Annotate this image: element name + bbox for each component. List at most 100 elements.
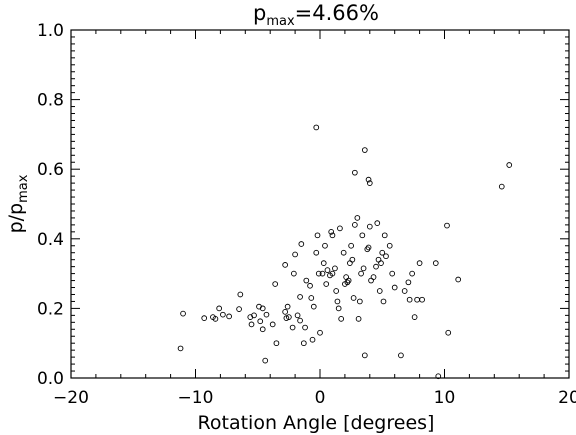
data-point (303, 277, 310, 284)
data-point (366, 223, 373, 230)
data-point (381, 232, 388, 239)
y-axis: 0.0 0.2 0.4 0.6 0.8 1.0 (37, 21, 569, 389)
x-tick-label: 0 (315, 388, 326, 408)
data-point (329, 270, 336, 277)
data-point (332, 265, 338, 272)
data-point (294, 312, 301, 319)
data-point (378, 260, 384, 267)
data-point (313, 249, 320, 256)
y-tick-label: 1.0 (37, 21, 64, 41)
data-point (435, 373, 442, 380)
data-point (226, 313, 232, 320)
data-point (506, 162, 513, 168)
data-point (269, 321, 276, 328)
data-point (272, 281, 279, 287)
data-point (401, 288, 408, 294)
data-point (361, 147, 368, 153)
data-point (376, 288, 383, 294)
data-point (335, 305, 342, 312)
data-point (350, 295, 357, 301)
data-point (444, 222, 450, 229)
data-point (342, 281, 348, 287)
x-tick-label: −10 (178, 388, 214, 408)
data-point (352, 222, 358, 228)
data-point (455, 276, 462, 283)
data-point (406, 296, 413, 303)
data-point (333, 288, 340, 294)
data-point (282, 309, 288, 315)
data-point (251, 312, 257, 319)
data-point (365, 244, 372, 251)
data-point (320, 260, 327, 267)
data-point (338, 315, 345, 322)
data-point (297, 294, 303, 300)
y-axis-title: p/pmax (5, 174, 31, 233)
data-point (322, 242, 328, 249)
plot-area (70, 29, 570, 379)
data-point (177, 345, 184, 352)
data-point (313, 124, 320, 131)
data-point (383, 253, 389, 260)
data-point (354, 215, 361, 221)
data-point (220, 311, 226, 318)
x-tick-label: −20 (53, 388, 89, 408)
data-point (386, 242, 393, 249)
data-point (263, 311, 270, 318)
data-point (348, 242, 354, 249)
data-point (257, 318, 264, 325)
data-point (248, 321, 255, 328)
data-point (352, 169, 358, 176)
data-point (409, 270, 415, 277)
data-points (177, 124, 513, 380)
data-point (365, 176, 372, 183)
data-point (328, 228, 335, 235)
y-tick-label: 0.4 (37, 230, 64, 250)
data-point (212, 315, 219, 322)
data-point (445, 329, 452, 336)
data-point (315, 270, 322, 277)
data-point (273, 340, 280, 347)
data-point (308, 295, 315, 301)
data-point (340, 249, 347, 256)
chart-title-value: =4.66% (295, 1, 379, 25)
y-axis-title-subscript: max (16, 174, 31, 203)
data-point (292, 251, 298, 258)
data-point (432, 260, 439, 267)
data-point (216, 305, 223, 312)
data-point (284, 303, 291, 310)
data-point (319, 270, 326, 277)
y-tick-label: 0.2 (37, 299, 64, 319)
data-point (416, 260, 423, 267)
data-point (498, 183, 505, 190)
x-tick-label: 10 (434, 388, 456, 408)
data-point (329, 232, 336, 239)
data-point (282, 262, 288, 268)
data-point (334, 298, 341, 305)
x-axis: −20 −10 0 10 20 (53, 30, 576, 408)
data-point (379, 249, 386, 256)
data-point (286, 314, 292, 320)
data-point (419, 296, 425, 303)
data-point (309, 336, 316, 343)
data-point (236, 306, 242, 312)
data-point (302, 324, 308, 331)
y-tick-label: 0.6 (37, 160, 64, 180)
data-point (360, 265, 367, 272)
data-point (374, 220, 381, 226)
data-point (389, 270, 396, 277)
data-point (366, 180, 373, 186)
data-point (349, 256, 356, 263)
data-point (307, 282, 313, 289)
y-axis-title-main: p/p (5, 203, 27, 234)
data-point (370, 274, 377, 280)
data-point (259, 326, 266, 333)
y-tick-label: 0.8 (37, 91, 64, 111)
data-point (180, 310, 186, 317)
data-point (289, 324, 296, 331)
data-point (337, 225, 343, 232)
data-point (359, 232, 366, 239)
data-point (314, 232, 321, 239)
x-axis-title: Rotation Angle [degrees] (198, 412, 435, 434)
data-point (356, 298, 363, 305)
